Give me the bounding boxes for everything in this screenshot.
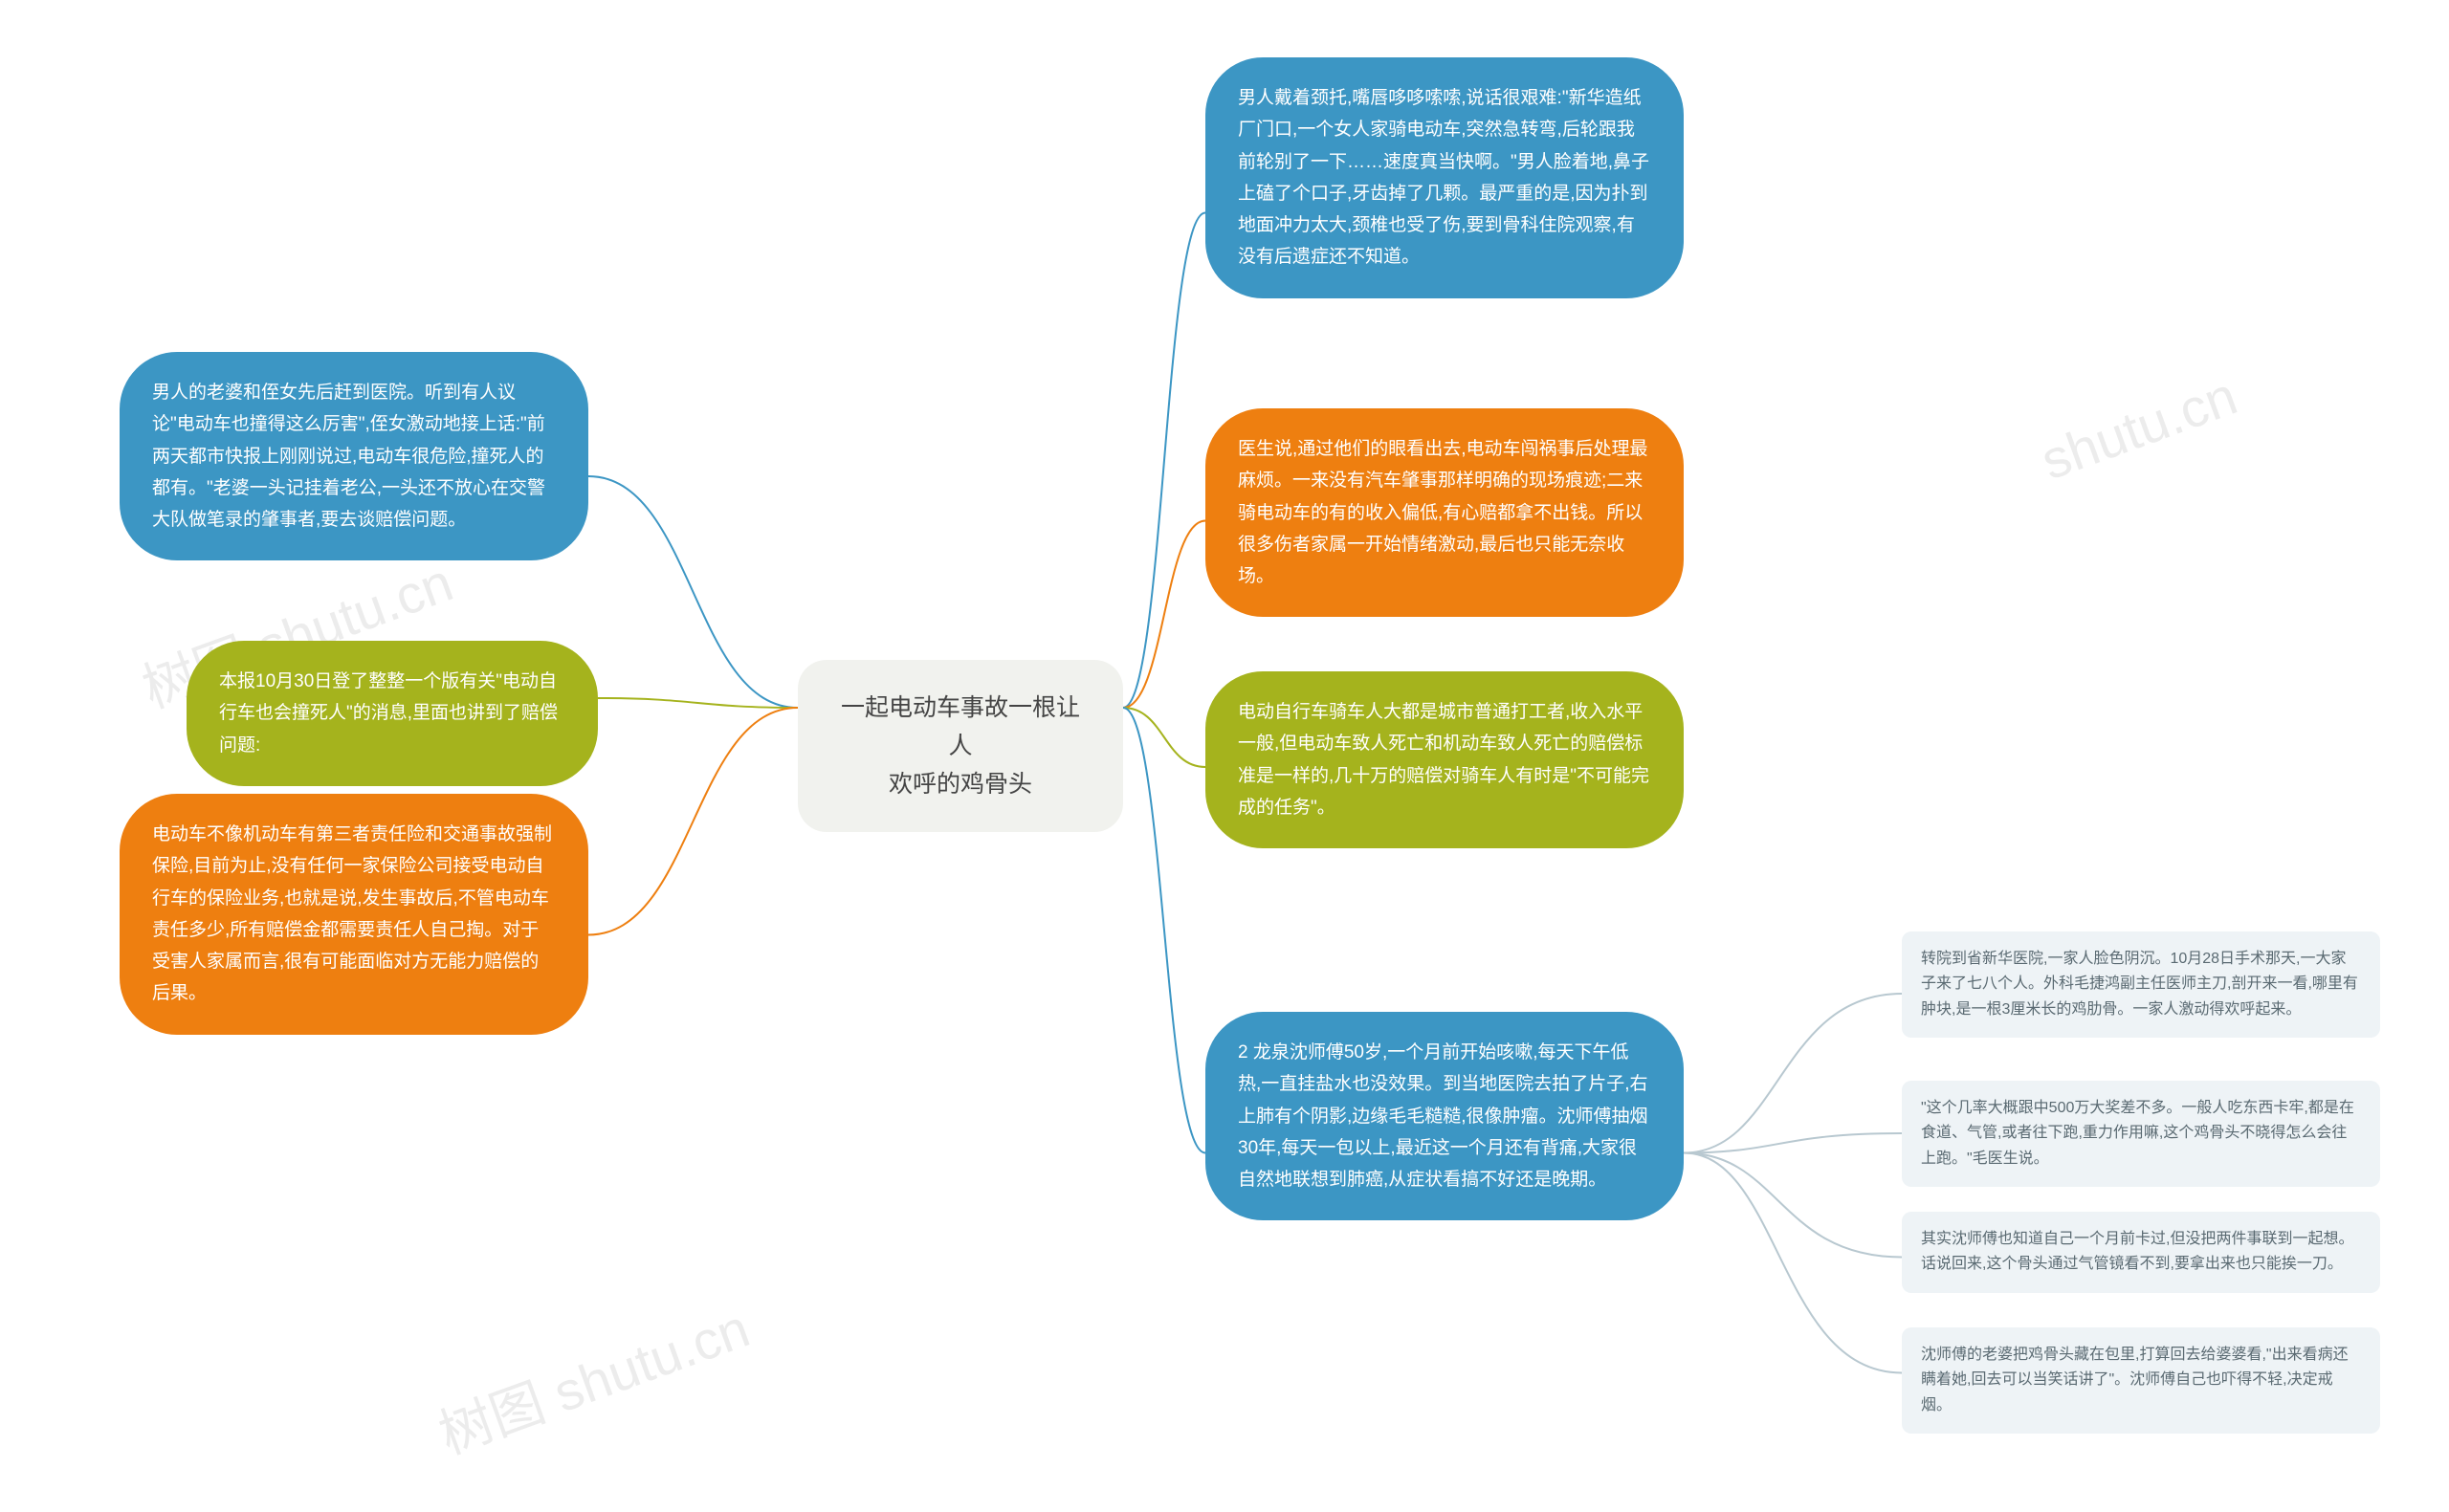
branch-node: 2 龙泉沈师傅50岁,一个月前开始咳嗽,每天下午低热,一直挂盐水也没效果。到当地… [1205, 1012, 1684, 1220]
branch-node: 医生说,通过他们的眼看出去,电动车闯祸事后处理最麻烦。一来没有汽车肇事那样明确的… [1205, 408, 1684, 617]
leaf-node: "这个几率大概跟中500万大奖差不多。一般人吃东西卡牢,都是在食道、气管,或者往… [1902, 1081, 2380, 1187]
connector-path [1123, 708, 1205, 1153]
leaf-node: 沈师傅的老婆把鸡骨头藏在包里,打算回去给婆婆看,"出来看病还瞒着她,回去可以当笑… [1902, 1327, 2380, 1434]
connector-path [598, 698, 798, 708]
branch-node: 男人的老婆和侄女先后赶到医院。听到有人议论"电动车也撞得这么厉害",侄女激动地接… [120, 352, 588, 560]
connector-path [1123, 708, 1205, 767]
branch-node: 男人戴着颈托,嘴唇哆哆嗦嗦,说话很艰难:"新华造纸厂门口,一个女人家骑电动车,突… [1205, 57, 1684, 298]
branch-node: 电动车不像机动车有第三者责任险和交通事故强制保险,目前为止,没有任何一家保险公司… [120, 794, 588, 1035]
watermark: 树图 shutu.cn [427, 1285, 759, 1469]
leaf-connector-path [1684, 1153, 1902, 1373]
leaf-node: 转院到省新华医院,一家人脸色阴沉。10月28日手术那天,一大家子来了七八个人。外… [1902, 931, 2380, 1038]
branch-node: 本报10月30日登了整整一个版有关"电动自行车也会撞死人"的消息,里面也讲到了赔… [187, 641, 598, 786]
connector-path [1123, 213, 1205, 709]
branch-node: 电动自行车骑车人大都是城市普通打工者,收入水平一般,但电动车致人死亡和机动车致人… [1205, 671, 1684, 848]
connector-path [1123, 521, 1205, 709]
center-node: 一起电动车事故一根让人 欢呼的鸡骨头 [798, 660, 1123, 832]
connector-path [588, 708, 798, 935]
leaf-node: 其实沈师傅也知道自己一个月前卡过,但没把两件事联到一起想。话说回来,这个骨头通过… [1902, 1212, 2380, 1293]
watermark: shutu.cn [2033, 364, 2244, 492]
connector-path [588, 476, 798, 708]
leaf-connector-path [1684, 994, 1902, 1153]
leaf-connector-path [1684, 1133, 1902, 1153]
leaf-connector-path [1684, 1153, 1902, 1258]
